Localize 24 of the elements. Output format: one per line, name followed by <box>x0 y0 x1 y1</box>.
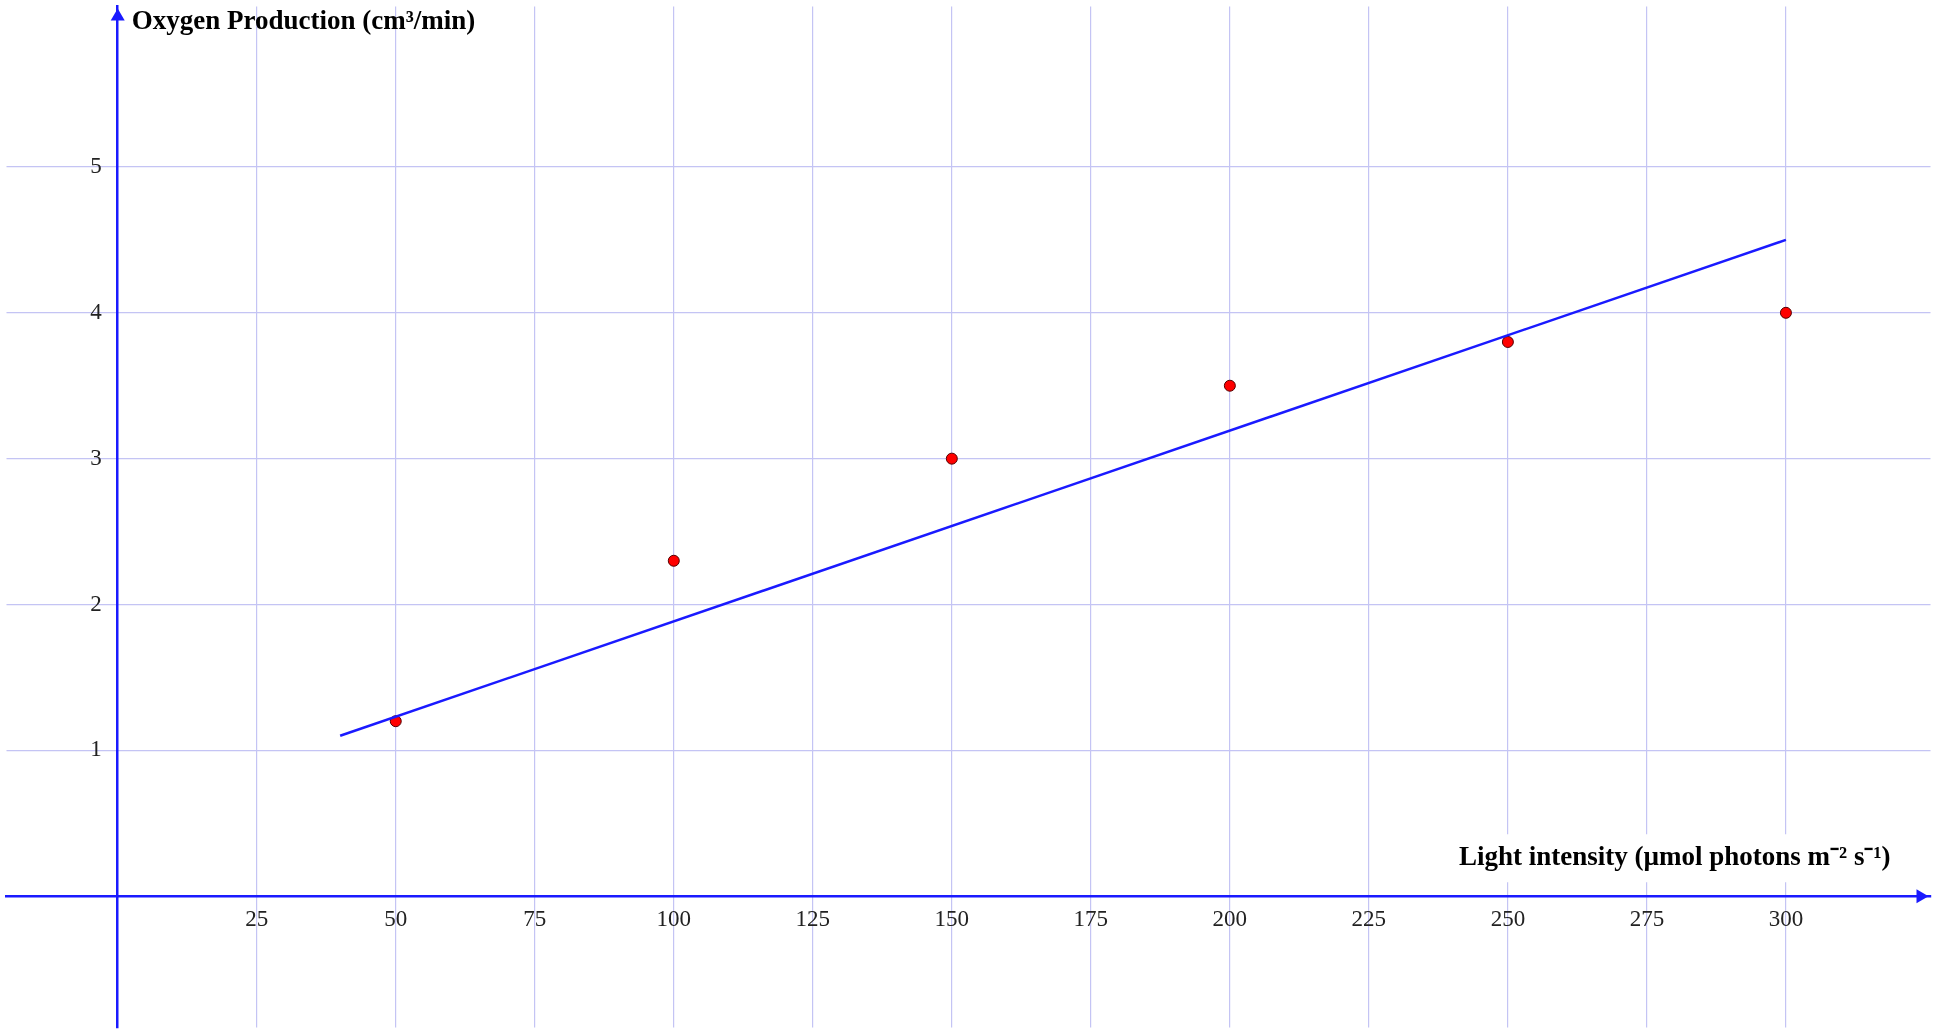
y-axis-title: Oxygen Production (cm³/min) <box>131 4 476 35</box>
y-tick-label: 5 <box>90 152 102 178</box>
x-tick-label: 200 <box>1212 906 1248 932</box>
y-tick-label: 3 <box>90 444 102 470</box>
x-axis-title: Light intensity (µmol photons m⁻² s⁻¹) <box>1458 841 1891 872</box>
x-tick-label: 175 <box>1073 906 1109 932</box>
x-tick-label: 125 <box>795 906 831 932</box>
x-tick-label: 250 <box>1490 906 1526 932</box>
x-tick-label: 75 <box>523 906 547 932</box>
x-tick-label: 50 <box>384 906 408 932</box>
x-tick-label: 100 <box>656 906 692 932</box>
x-tick-label: 150 <box>934 906 970 932</box>
y-tick-label: 4 <box>90 298 103 324</box>
point <box>1223 379 1236 392</box>
point <box>1779 306 1792 319</box>
x-tick-label: 275 <box>1629 906 1665 932</box>
y-tick-label: 1 <box>90 736 102 762</box>
point <box>1501 335 1514 348</box>
x-tick-label: 300 <box>1768 906 1804 932</box>
point <box>945 452 958 465</box>
point <box>667 554 680 567</box>
x-tick-label: 25 <box>245 906 269 932</box>
x-tick-label: 225 <box>1351 906 1387 932</box>
y-tick-label: 2 <box>90 590 102 616</box>
